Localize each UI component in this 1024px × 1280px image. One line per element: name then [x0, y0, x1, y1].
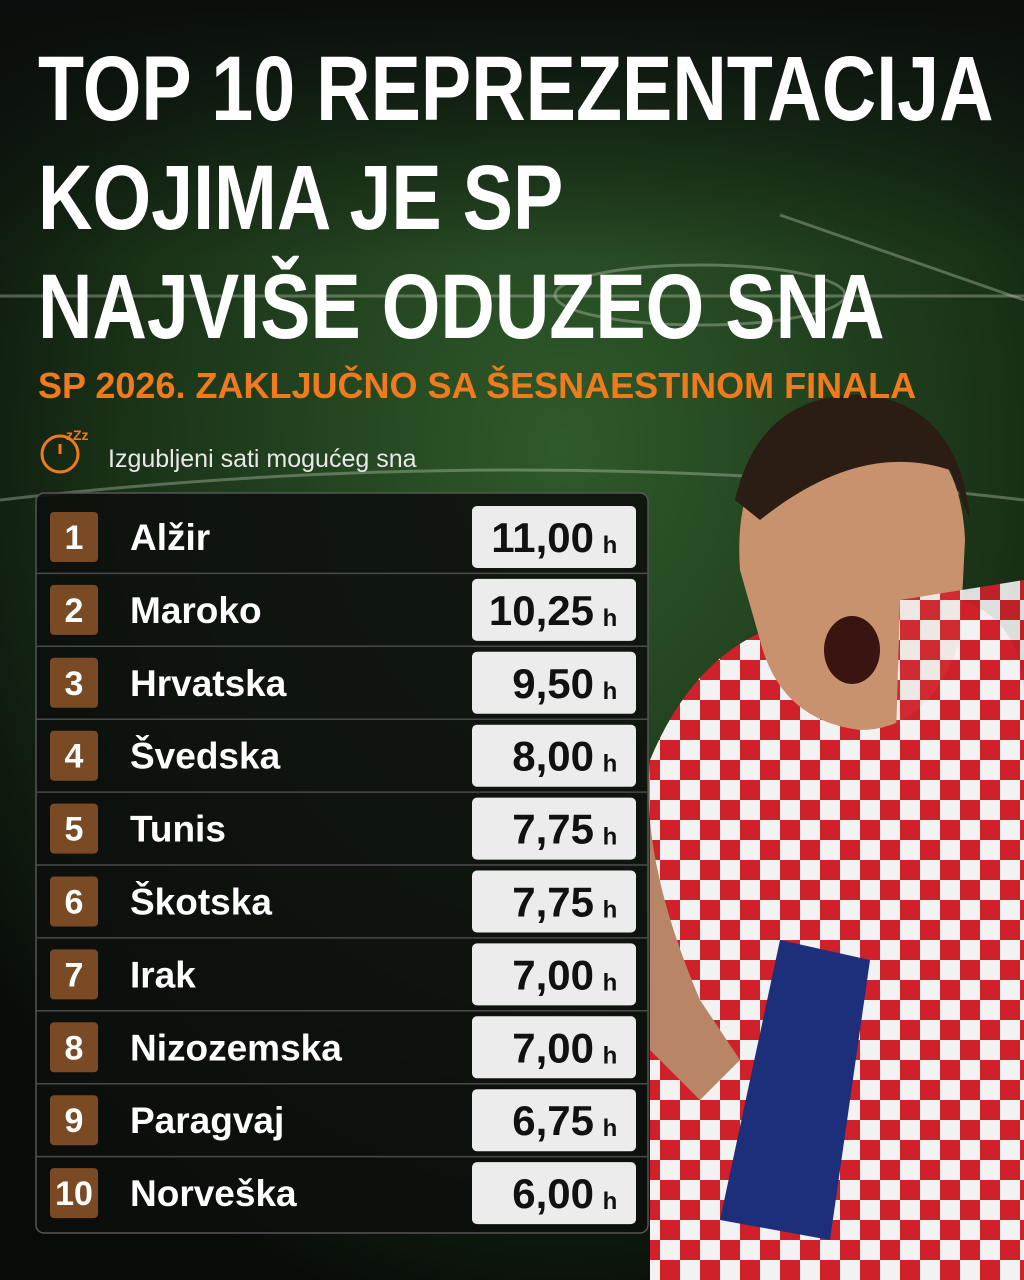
legend-label: Izgubljeni sati mogućeg sna	[108, 445, 417, 473]
rank: 7	[65, 956, 84, 994]
team-name: Tunis	[130, 809, 226, 850]
rank-badge	[50, 1095, 98, 1146]
rank: 5	[65, 811, 84, 849]
value-box	[472, 1016, 636, 1079]
hours: 7,00	[512, 1024, 594, 1071]
subtitle: SP 2026. ZAKLJUČNO SA ŠESNAESTINOM FINAL…	[38, 364, 916, 406]
rank: 6	[65, 884, 84, 922]
rank: 1	[65, 519, 84, 557]
value-box	[472, 870, 636, 933]
rank: 9	[65, 1102, 84, 1140]
unit: h	[603, 532, 618, 559]
team-name: Paragvaj	[130, 1100, 284, 1141]
rank-badge	[50, 730, 98, 781]
hours: 11,00	[491, 514, 594, 561]
hours: 6,00	[512, 1170, 594, 1217]
rank: 2	[65, 592, 84, 630]
rank-badge	[50, 803, 98, 854]
unit: h	[603, 1188, 618, 1215]
rank-badge	[50, 949, 98, 1000]
hours: 6,75	[512, 1097, 594, 1144]
svg-text:zZz: zZz	[66, 427, 89, 443]
rank-badge	[50, 1022, 98, 1073]
team-name: Škotska	[130, 881, 272, 923]
team-name: Švedska	[130, 735, 281, 777]
value-box	[472, 1162, 636, 1225]
value-box	[472, 506, 636, 568]
unit: h	[603, 678, 618, 705]
rank-badge	[50, 584, 98, 635]
team-name: Irak	[130, 954, 196, 995]
hours: 10,25	[489, 587, 594, 634]
rank: 3	[65, 665, 84, 703]
team-name: Nizozemska	[130, 1027, 342, 1068]
hours: 7,00	[512, 951, 594, 998]
hours: 8,00	[512, 733, 594, 780]
title-line: NAJVIŠE ODUZEO SNA	[38, 255, 885, 358]
rank-badge	[50, 657, 98, 708]
fan-illustration	[648, 394, 1024, 1280]
stands	[0, 0, 1024, 260]
unit: h	[603, 897, 618, 924]
hours: 9,50	[512, 660, 594, 707]
value-box	[472, 724, 636, 787]
legend-icon: zZz	[40, 427, 89, 474]
unit: h	[603, 605, 618, 632]
value-box	[472, 578, 636, 641]
title-line: TOP 10 REPREZENTACIJA	[38, 37, 994, 140]
rank-badge	[50, 512, 98, 562]
title-line: KOJIMA JE SP	[38, 146, 563, 249]
unit: h	[603, 1115, 618, 1142]
rank: 8	[65, 1029, 84, 1067]
hours: 7,75	[512, 879, 594, 926]
rank: 10	[55, 1175, 93, 1213]
team-name: Maroko	[130, 590, 262, 631]
unit: h	[603, 751, 618, 778]
rank: 4	[65, 738, 84, 776]
value-box	[472, 797, 636, 860]
value-box	[472, 1089, 636, 1152]
value-box	[472, 943, 636, 1006]
rank-badge	[50, 1168, 98, 1219]
unit: h	[603, 1042, 618, 1069]
rank-badge	[50, 876, 98, 927]
team-name: Norveška	[130, 1173, 297, 1214]
unit: h	[603, 824, 618, 851]
unit: h	[603, 969, 618, 996]
hours: 7,75	[512, 806, 594, 853]
team-name: Alžir	[130, 517, 210, 558]
value-box	[472, 651, 636, 714]
team-name: Hrvatska	[130, 663, 287, 704]
